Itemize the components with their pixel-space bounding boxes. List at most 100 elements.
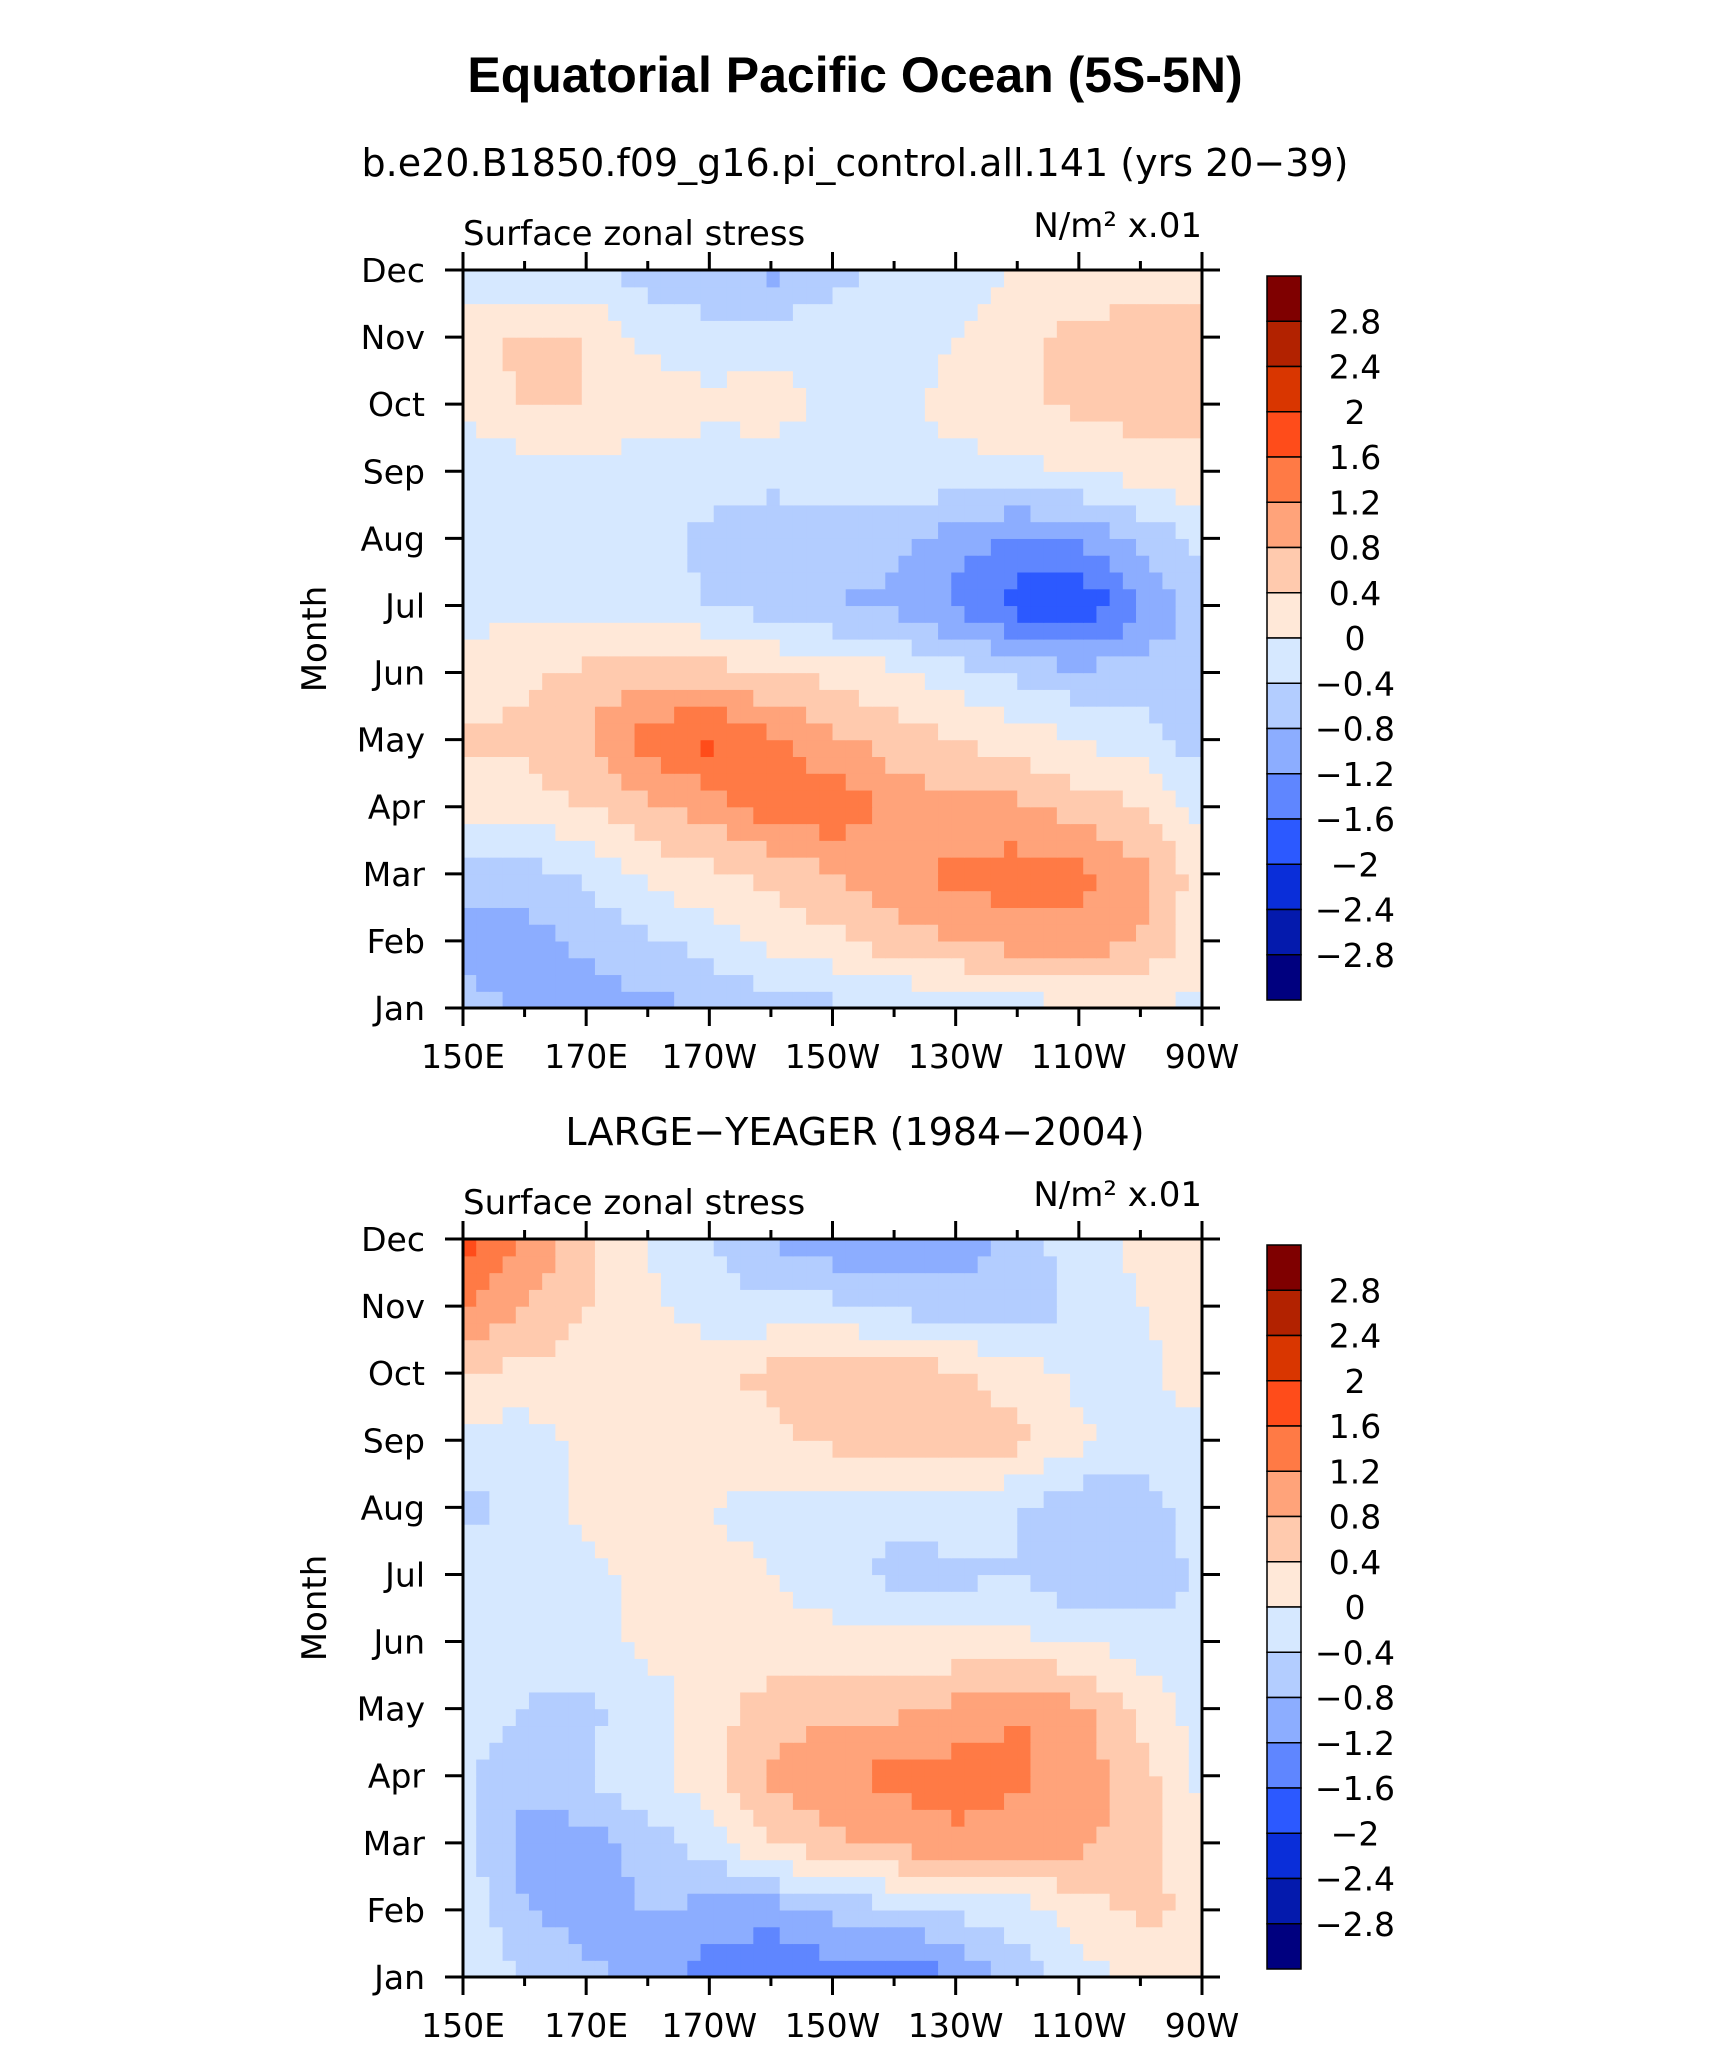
heatmap-cell (687, 1624, 702, 1643)
heatmap-cell (977, 789, 992, 808)
heatmap-cell (766, 1876, 781, 1894)
heatmap-cell (1175, 1792, 1190, 1810)
heatmap-cell (489, 1473, 504, 1492)
heatmap-cell (555, 907, 570, 925)
heatmap-cell (1043, 270, 1058, 288)
heatmap-cell (779, 991, 794, 1009)
heatmap-cell (1017, 1306, 1032, 1324)
heatmap-cell (581, 840, 596, 858)
heatmap-cell (463, 1742, 477, 1760)
heatmap-cell (1149, 1809, 1164, 1827)
heatmap-cell (924, 1658, 939, 1676)
heatmap-cell (1043, 1289, 1058, 1307)
heatmap-cell (924, 1926, 939, 1945)
heatmap-cell (634, 655, 649, 674)
heatmap-cell (489, 706, 504, 724)
heatmap-cell (687, 1658, 702, 1676)
heatmap-cell (1043, 857, 1058, 875)
heatmap-cell (1056, 1423, 1071, 1441)
heatmap-cell (977, 1675, 992, 1693)
heatmap-cell (977, 1373, 992, 1391)
heatmap-cell (594, 1239, 609, 1257)
heatmap-cell (568, 1322, 583, 1341)
heatmap-cell (1017, 789, 1032, 808)
heatmap-cell (938, 1826, 952, 1844)
heatmap-cell (845, 1322, 860, 1341)
heatmap-cell (1070, 940, 1084, 959)
heatmap-cell (1056, 1591, 1071, 1609)
heatmap-cell (1162, 1893, 1177, 1911)
heatmap-cell (779, 1440, 794, 1458)
heatmap-cell (568, 353, 583, 372)
heatmap-cell (634, 1406, 649, 1425)
heatmap-cell (977, 1507, 992, 1525)
heatmap-cell (951, 1406, 966, 1425)
heatmap-cell (1017, 739, 1032, 758)
heatmap-cell (1096, 1272, 1111, 1290)
heatmap-cell (858, 555, 873, 573)
heatmap-cell (951, 1876, 966, 1894)
heatmap-cell (489, 538, 504, 556)
heatmap-cell (581, 1574, 596, 1592)
heatmap-cell (990, 1574, 1005, 1592)
heatmap-cell (964, 1339, 979, 1358)
heatmap-cell (489, 1507, 504, 1525)
heatmap-cell (713, 639, 728, 657)
heatmap-cell (489, 286, 504, 305)
heatmap-cell (726, 1524, 741, 1542)
heatmap-cell (1109, 823, 1124, 841)
heatmap-cell (1004, 1608, 1018, 1626)
heatmap-cell (515, 420, 530, 439)
heatmap-cell (608, 672, 622, 690)
heatmap-cell (502, 1775, 517, 1794)
heatmap-cell (594, 1356, 609, 1374)
heatmap-cell (858, 991, 873, 1009)
heatmap-cell (885, 806, 900, 825)
heatmap-cell (687, 1608, 702, 1626)
heatmap-cell (634, 605, 649, 623)
heatmap-cell (463, 1909, 477, 1928)
heatmap-cell (845, 1809, 860, 1827)
heatmap-cell (528, 1255, 543, 1274)
heatmap-cell (1096, 1893, 1111, 1911)
heatmap-cell (726, 1624, 741, 1643)
heatmap-cell (951, 722, 966, 741)
heatmap-cell (779, 957, 794, 976)
heatmap-cell (740, 1758, 754, 1777)
heatmap-cell (674, 471, 688, 489)
heatmap-cell (977, 353, 992, 372)
heatmap-cell (463, 353, 477, 372)
heatmap-cell (951, 1306, 966, 1324)
heatmap-cell (740, 1406, 754, 1425)
heatmap-cell (766, 1423, 781, 1441)
heatmap-cell (792, 773, 807, 791)
heatmap-cell (1017, 1792, 1032, 1810)
heatmap-cell (938, 1373, 952, 1391)
heatmap-cell (951, 1457, 966, 1475)
heatmap-cell (700, 773, 715, 791)
heatmap-cell (528, 605, 543, 623)
heatmap-cell (1149, 303, 1164, 321)
heatmap-cell (489, 873, 504, 892)
heatmap-cell (476, 1775, 490, 1794)
heatmap-cell (700, 1356, 715, 1374)
heatmap-cell (674, 1742, 688, 1760)
heatmap-cell (1188, 1926, 1203, 1945)
heatmap-cell (502, 1289, 517, 1307)
heatmap-cell (1109, 1893, 1124, 1911)
heatmap-cell (990, 1691, 1005, 1710)
heatmap-cell (858, 622, 873, 640)
heatmap-cell (792, 991, 807, 1009)
heatmap-cell (1004, 555, 1018, 573)
heatmap-cell (819, 1289, 834, 1307)
heatmap-cell (713, 1574, 728, 1592)
heatmap-cell (476, 1893, 490, 1911)
heatmap-cell (779, 1457, 794, 1475)
heatmap-cell (1096, 454, 1111, 472)
heatmap-cell (674, 1591, 688, 1609)
heatmap-cell (845, 1675, 860, 1693)
heatmap-cell (515, 940, 530, 959)
heatmap-cell (726, 1507, 741, 1525)
heatmap-cell (594, 873, 609, 892)
heatmap-cell (753, 1675, 768, 1693)
